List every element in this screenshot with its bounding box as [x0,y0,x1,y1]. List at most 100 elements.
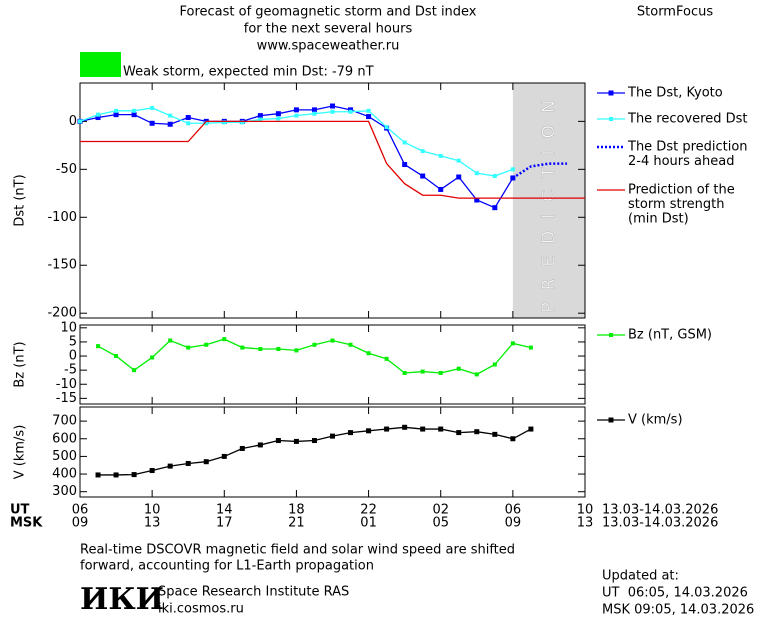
y-axis-label: Bz (nT) [13,341,28,387]
series-marker [186,121,191,126]
series-marker [456,366,461,371]
x-tick-label: 10 [577,503,594,518]
series-marker [312,342,317,347]
x-tick-label: 21 [288,516,305,531]
series-marker [96,112,101,117]
series-marker [132,108,137,113]
series-marker [384,426,390,432]
series-line [98,426,532,476]
y-axis-label: Dst (nT) [13,174,28,226]
logo: ИКИ [80,582,164,617]
series-marker [528,426,534,432]
time-row-name: MSK [10,516,43,531]
series-marker [114,354,119,359]
series-marker [150,105,155,110]
series-marker [221,453,227,459]
series-marker [257,113,263,119]
x-tick-label: 18 [288,503,305,518]
series-marker [222,120,227,125]
series-marker [366,114,372,120]
series-marker [276,116,281,121]
legend-marker [608,90,614,96]
series-marker [348,430,354,436]
storm-swatch [80,52,121,77]
y-tick-label: 500 [52,449,77,464]
series-marker [114,108,119,113]
y-tick-label: 700 [52,414,77,429]
y-tick-label: -15 [56,391,77,406]
series-marker [510,341,515,346]
legend-label: (min Dst) [628,212,689,227]
series-marker [348,109,353,114]
y-axis-label: V (km/s) [13,425,28,480]
y-tick-label: 0 [69,114,77,129]
series-marker [420,149,425,154]
x-tick-label: 09 [72,516,89,531]
series-marker [311,107,317,113]
series-marker [438,370,443,375]
series-marker [330,109,335,114]
series-marker [474,197,480,203]
legend-marker [608,417,614,423]
series-marker [168,113,173,118]
series-marker [384,356,389,361]
storm-label: Weak storm, expected min Dst: -79 nT [123,65,374,80]
y-tick-label: 0 [69,349,77,364]
plot-frame [79,324,586,405]
series-marker [438,153,443,158]
y-tick-label: 10 [60,320,77,335]
series-marker [510,167,515,172]
series-marker [203,459,209,465]
x-tick-label: 09 [505,516,522,531]
series-marker [474,429,480,435]
series-marker [275,438,281,444]
series-marker [239,445,245,451]
series-marker [293,107,299,113]
series-marker [185,115,191,121]
note-line: forward, accounting for L1-Earth propaga… [80,559,374,574]
series-marker [257,442,263,448]
series-marker [240,345,245,350]
legend-label: The Dst prediction [627,140,748,155]
legend-marker [609,333,613,337]
title-line: www.spaceweather.ru [257,39,400,54]
x-tick-label: 02 [432,503,449,518]
x-tick-label: 13 [144,516,161,531]
series-marker [528,345,533,350]
series-marker [456,158,461,163]
time-row-date: 13.03-14.03.2026 [602,503,718,518]
series-marker [204,121,209,126]
institute: Space Research Institute RAS [158,585,349,600]
series-marker [402,162,408,168]
y-tick-label: -150 [47,258,77,273]
series-marker [150,355,155,360]
series-marker [330,338,335,343]
series-marker [294,348,299,353]
legend-label: V (km/s) [628,413,683,428]
series-marker [167,463,173,469]
series-marker [275,111,281,117]
brand: StormFocus [637,5,713,20]
series-marker [510,436,516,442]
series-marker [131,472,137,478]
series-marker [438,426,444,432]
series-marker [420,426,426,432]
series-marker [276,346,281,351]
series-marker [330,433,335,439]
legend-marker [609,117,613,121]
series-marker [348,342,353,347]
series-marker [366,351,371,356]
series-marker [402,140,407,145]
series-marker [366,428,372,434]
y-tick-label: -5 [64,363,77,378]
legend-label: 2-4 hours ahead [628,154,734,169]
series-line [80,120,585,199]
title-line: Forecast of geomagnetic storm and Dst in… [179,5,476,20]
series-marker [420,173,426,179]
series-marker [113,112,119,118]
series-line [512,162,567,180]
series-marker [402,424,408,430]
series-marker [311,438,317,444]
series-marker [474,372,479,377]
